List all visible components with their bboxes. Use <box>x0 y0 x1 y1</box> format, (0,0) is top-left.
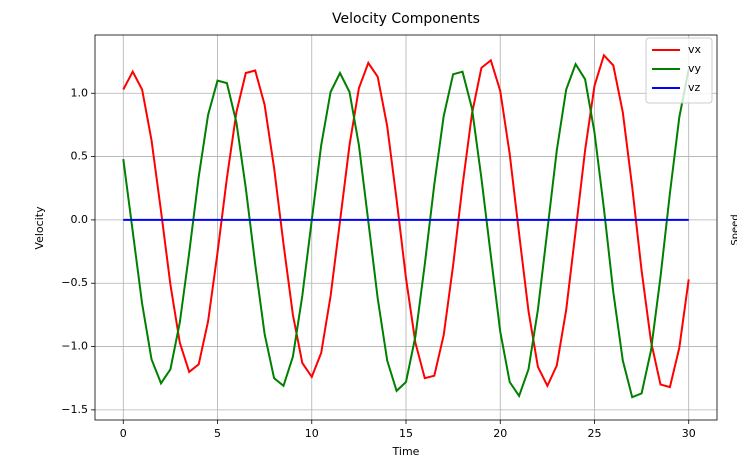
x-axis-label: Time <box>392 445 420 458</box>
y-tick-label: −1.5 <box>61 403 88 416</box>
x-tick-label: 20 <box>493 427 507 440</box>
y-tick-label: −0.5 <box>61 276 88 289</box>
x-tick-label: 15 <box>399 427 413 440</box>
y-tick-label: −1.0 <box>61 340 88 353</box>
legend-label: vz <box>688 81 701 94</box>
y-tick-label: 0.5 <box>71 150 89 163</box>
x-tick-label: 30 <box>682 427 696 440</box>
y-tick-label: 1.0 <box>71 86 89 99</box>
legend-label: vy <box>688 62 702 75</box>
legend-box <box>645 37 713 104</box>
x-tick-label: 10 <box>305 427 319 440</box>
x-tick-label: 5 <box>214 427 221 440</box>
line-series <box>122 61 690 399</box>
chart-title: Velocity Components <box>332 11 480 27</box>
plot-frame <box>94 34 718 421</box>
cropped-axis-label: Speed <box>730 214 737 245</box>
legend-label: vx <box>688 43 702 56</box>
y-axis-label: Velocity <box>33 206 46 250</box>
line-series <box>122 53 690 389</box>
x-tick-label: 0 <box>120 427 127 440</box>
x-tick-label: 25 <box>587 427 601 440</box>
y-tick-label: 0.0 <box>71 213 89 226</box>
